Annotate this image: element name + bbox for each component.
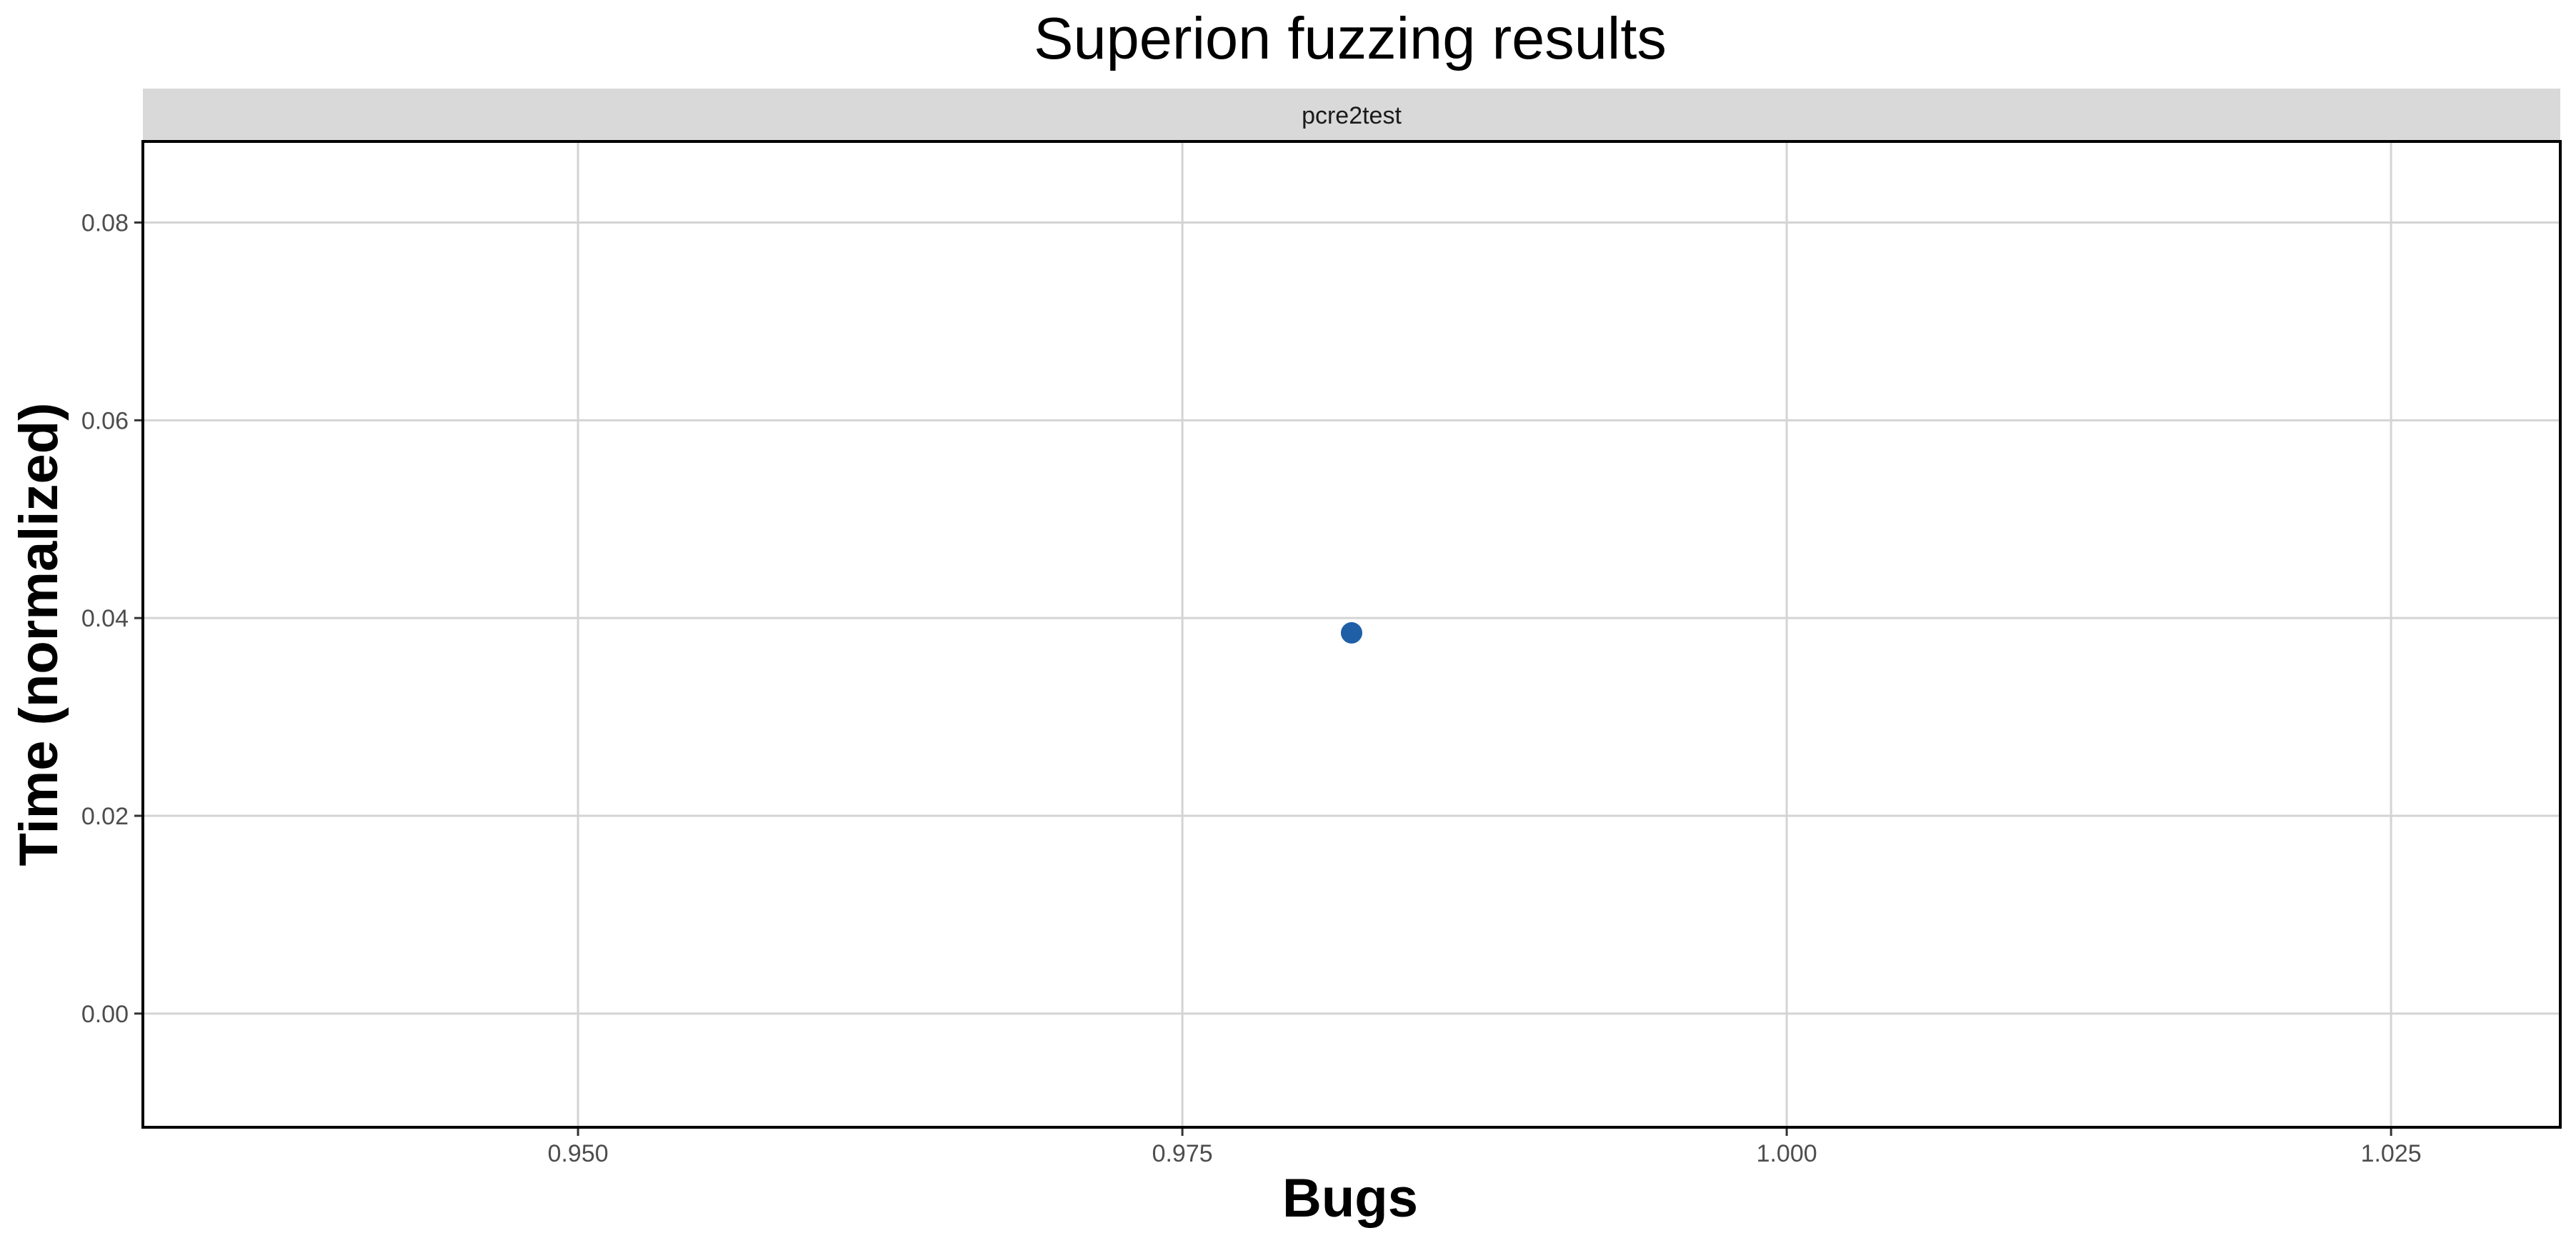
- y-axis-title: Time (normalized): [9, 403, 69, 867]
- data-point: [1341, 622, 1362, 644]
- y-tick-label: 0.02: [81, 803, 129, 830]
- x-tick-label: 0.975: [1152, 1140, 1213, 1167]
- data-points: [1341, 622, 1362, 644]
- y-tick-label: 0.04: [81, 605, 129, 632]
- x-axis-title: Bugs: [1282, 1168, 1418, 1229]
- panel-border: [141, 140, 2562, 1129]
- y-tick-label: 0.08: [81, 210, 129, 237]
- chart-title: Superion fuzzing results: [1034, 5, 1667, 71]
- x-tick-label: 1.025: [2361, 1140, 2422, 1167]
- x-tick-label: 0.950: [548, 1140, 609, 1167]
- facet-strip: [143, 89, 2560, 141]
- facet-strip-label: pcre2test: [1302, 102, 1402, 129]
- axis-ticks: 0.950 0.975 1.000 1.025 0.00 0.02 0.04 0.06 0.08: [81, 210, 2422, 1167]
- y-tick-label: 0.06: [81, 407, 129, 434]
- y-tick-label: 0.00: [81, 1001, 129, 1028]
- gridlines: [143, 141, 2560, 1127]
- x-tick-label: 1.000: [1757, 1140, 1817, 1167]
